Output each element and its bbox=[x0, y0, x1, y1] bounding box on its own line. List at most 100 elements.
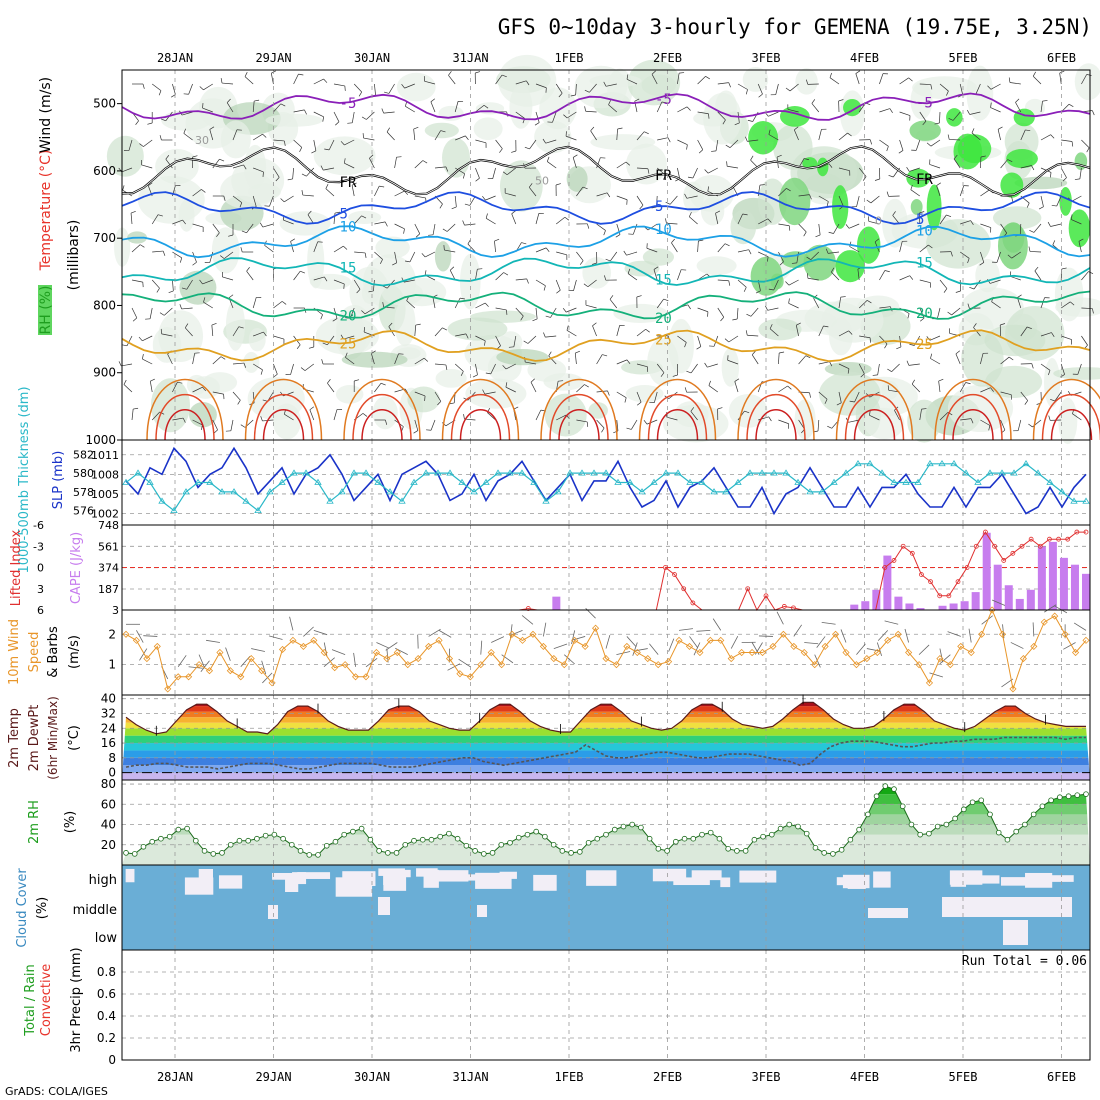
rh-point bbox=[917, 831, 923, 838]
lifted-index-point bbox=[909, 550, 915, 556]
temp-band bbox=[122, 765, 1090, 773]
wind-barb bbox=[666, 416, 678, 421]
lifted-index-point bbox=[1037, 543, 1043, 549]
wind-barb bbox=[794, 126, 799, 131]
run-total-label: Run Total = 0.06 bbox=[962, 954, 1087, 969]
wind-barb bbox=[188, 666, 203, 669]
wind-barb bbox=[556, 414, 567, 421]
wind-barb bbox=[139, 648, 148, 661]
wind-barb bbox=[1079, 167, 1082, 179]
rh-point bbox=[289, 841, 295, 848]
wind-barb bbox=[369, 154, 374, 159]
wind-barb bbox=[904, 628, 909, 643]
rh-point bbox=[699, 831, 705, 838]
wind-speed-point bbox=[550, 655, 558, 663]
wind-speed-point bbox=[1009, 685, 1017, 693]
axis-label: 1011 bbox=[91, 449, 119, 462]
axis-label: 20 bbox=[101, 838, 116, 852]
wind-barb bbox=[734, 378, 740, 382]
wind-barb bbox=[1072, 413, 1082, 421]
thickness-point bbox=[554, 488, 562, 495]
wind-barb bbox=[381, 108, 384, 114]
wind-barb bbox=[535, 83, 547, 89]
rh-shade bbox=[1005, 305, 1065, 361]
wind-barb bbox=[616, 419, 619, 431]
wind-barb bbox=[996, 251, 1001, 263]
thickness-point bbox=[770, 469, 778, 476]
wind-barb bbox=[413, 430, 419, 434]
rh-shade bbox=[721, 347, 740, 387]
wind-barb bbox=[947, 311, 952, 316]
wind-barb bbox=[327, 379, 331, 384]
wind-barb bbox=[172, 382, 178, 393]
wind-barb bbox=[877, 363, 880, 375]
wind-barb bbox=[1063, 642, 1076, 650]
wind-barb bbox=[605, 635, 611, 649]
wind-barb bbox=[571, 630, 576, 645]
axis-label: 1002 bbox=[91, 507, 119, 520]
wind-barb bbox=[959, 83, 964, 95]
wind-barb bbox=[547, 161, 557, 169]
thickness-point bbox=[182, 488, 190, 495]
wind-barb bbox=[414, 391, 426, 397]
wind-barb bbox=[627, 268, 631, 274]
wind-barb bbox=[545, 247, 550, 253]
wind-barb bbox=[626, 359, 631, 365]
wind-barb bbox=[626, 636, 637, 648]
wind-barb bbox=[482, 389, 486, 395]
cape-bar bbox=[872, 589, 881, 610]
isotherm-line bbox=[121, 329, 1091, 363]
wind-barb bbox=[151, 279, 160, 289]
wind-barb bbox=[449, 270, 456, 281]
wind-barb bbox=[328, 139, 335, 151]
wind-barb bbox=[333, 213, 336, 225]
wind-barb bbox=[323, 642, 328, 657]
isotherm-line bbox=[352, 393, 412, 441]
wind-barb bbox=[243, 164, 247, 170]
wind-barb bbox=[969, 111, 981, 115]
rh-point bbox=[254, 835, 260, 842]
wind-barb bbox=[201, 424, 203, 430]
rh-shade bbox=[696, 256, 737, 276]
lifted-index-point bbox=[891, 558, 897, 563]
cloud-gap bbox=[432, 870, 469, 882]
wind-barb bbox=[758, 218, 769, 225]
rh-point bbox=[865, 811, 871, 818]
wind-barb bbox=[788, 279, 799, 286]
wind-barb bbox=[394, 353, 399, 365]
wind-barb bbox=[321, 359, 324, 365]
rh-shade bbox=[202, 372, 238, 393]
wind-speed-point bbox=[748, 648, 756, 657]
wind-barb bbox=[143, 139, 153, 147]
rh-point bbox=[454, 835, 461, 842]
wind-barb bbox=[469, 195, 476, 206]
wind-barb bbox=[906, 167, 910, 172]
wind-barb bbox=[743, 287, 747, 292]
axis-label: 1000 bbox=[85, 433, 116, 447]
wind-barb bbox=[148, 182, 153, 187]
thickness-point bbox=[806, 488, 814, 495]
wind-barb bbox=[1000, 223, 1008, 234]
wind-barb bbox=[212, 159, 220, 169]
rh-shade bbox=[757, 178, 788, 225]
wind-barb bbox=[809, 392, 811, 398]
wind-barb bbox=[475, 139, 487, 144]
rh-point bbox=[638, 824, 644, 831]
wind-barb bbox=[562, 307, 567, 313]
wind-speed-point bbox=[164, 685, 172, 693]
wind-barb bbox=[826, 201, 829, 207]
wind-barb bbox=[228, 234, 234, 237]
wind-barb bbox=[973, 327, 981, 337]
thickness-point bbox=[1022, 459, 1030, 467]
wind-barb bbox=[446, 223, 456, 232]
wind-barb bbox=[323, 167, 335, 171]
wind-barb bbox=[222, 82, 234, 85]
thickness-point bbox=[290, 469, 298, 476]
wind-barb bbox=[1025, 129, 1031, 132]
wind-barb bbox=[333, 279, 345, 285]
cloud-gap bbox=[673, 877, 710, 886]
rh-shade bbox=[313, 136, 376, 176]
rh-shade bbox=[396, 72, 436, 102]
wind-barb bbox=[626, 79, 638, 85]
